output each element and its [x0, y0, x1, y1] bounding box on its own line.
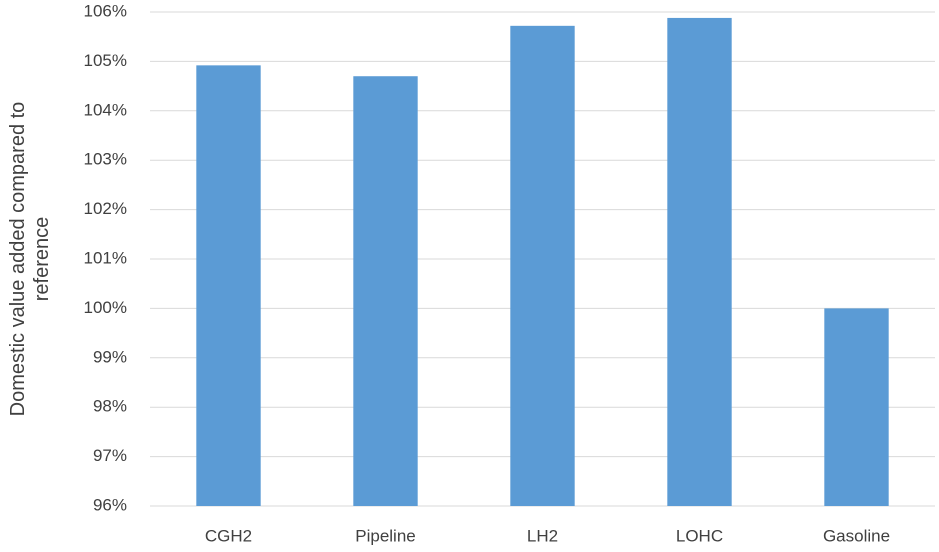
bar [667, 17, 732, 506]
x-tick-label: LOHC [676, 526, 723, 545]
y-tick-label: 105% [84, 51, 127, 70]
y-tick-label: 102% [84, 199, 127, 218]
y-axis-title: Domestic value added compared to referen… [7, 101, 53, 417]
y-tick-label: 104% [84, 100, 127, 119]
y-tick-label: 103% [84, 150, 127, 169]
bar [824, 308, 889, 506]
y-tick-label: 97% [93, 446, 127, 465]
x-tick-label: Gasoline [823, 526, 890, 545]
y-tick-label: 101% [84, 248, 127, 267]
y-tick-label: 99% [93, 347, 127, 366]
bar [196, 65, 261, 507]
x-tick-label: Pipeline [355, 526, 416, 545]
y-tick-label: 98% [93, 397, 127, 416]
bar [353, 76, 418, 506]
y-tick-label: 96% [93, 495, 127, 514]
bar [510, 25, 575, 506]
x-tick-label: LH2 [527, 526, 558, 545]
y-tick-label: 106% [84, 1, 127, 20]
x-tick-label: CGH2 [205, 526, 252, 545]
y-tick-label: 100% [84, 298, 127, 317]
